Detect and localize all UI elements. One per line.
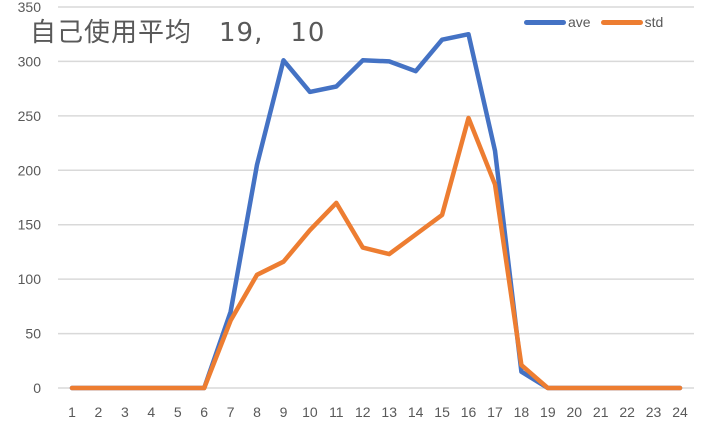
x-tick-label: 12 xyxy=(355,404,371,420)
x-tick-label: 11 xyxy=(329,404,344,420)
legend-label-ave: ave xyxy=(568,14,591,30)
y-tick-label: 150 xyxy=(18,217,42,233)
x-tick-label: 1 xyxy=(68,404,76,420)
x-tick-label: 16 xyxy=(461,404,477,420)
x-tick-label: 14 xyxy=(408,404,424,420)
x-tick-label: 5 xyxy=(174,404,182,420)
series-line-ave xyxy=(69,31,683,391)
y-tick-label: 350 xyxy=(18,0,42,15)
x-tick-label: 6 xyxy=(200,404,208,420)
x-tick-label: 3 xyxy=(121,404,129,420)
x-tick-label: 2 xyxy=(95,404,103,420)
legend-item-std: std xyxy=(600,14,664,30)
legend-swatch-std xyxy=(600,19,643,25)
legend-item-ave: ave xyxy=(524,14,591,30)
y-tick-label: 0 xyxy=(33,380,41,396)
x-tick-label: 20 xyxy=(566,404,582,420)
y-tick-label: 100 xyxy=(18,271,42,287)
x-tick-label: 17 xyxy=(487,404,503,420)
y-tick-label: 200 xyxy=(18,162,42,178)
x-tick-label: 18 xyxy=(514,404,530,420)
y-tick-label: 50 xyxy=(25,326,41,342)
y-tick-label: 250 xyxy=(18,108,42,124)
x-tick-label: 9 xyxy=(280,404,288,420)
x-tick-label: 7 xyxy=(227,404,235,420)
x-tick-label: 22 xyxy=(619,404,635,420)
x-tick-label: 13 xyxy=(381,404,397,420)
y-tick-label: 300 xyxy=(18,53,42,69)
x-tick-label: 8 xyxy=(253,404,261,420)
x-tick-label: 24 xyxy=(672,404,688,420)
chart-title: 自己使用平均 19, 10 xyxy=(30,18,326,48)
x-tick-label: 10 xyxy=(302,404,318,420)
legend-label-std: std xyxy=(644,14,664,30)
x-tick-label: 21 xyxy=(593,404,609,420)
legend: ave std xyxy=(524,14,663,30)
x-tick-label: 15 xyxy=(434,404,450,420)
x-tick-label: 19 xyxy=(540,404,556,420)
series-line-std xyxy=(69,115,683,391)
x-tick-label: 23 xyxy=(646,404,662,420)
x-tick-label: 4 xyxy=(147,404,155,420)
legend-swatch-ave xyxy=(524,19,566,25)
